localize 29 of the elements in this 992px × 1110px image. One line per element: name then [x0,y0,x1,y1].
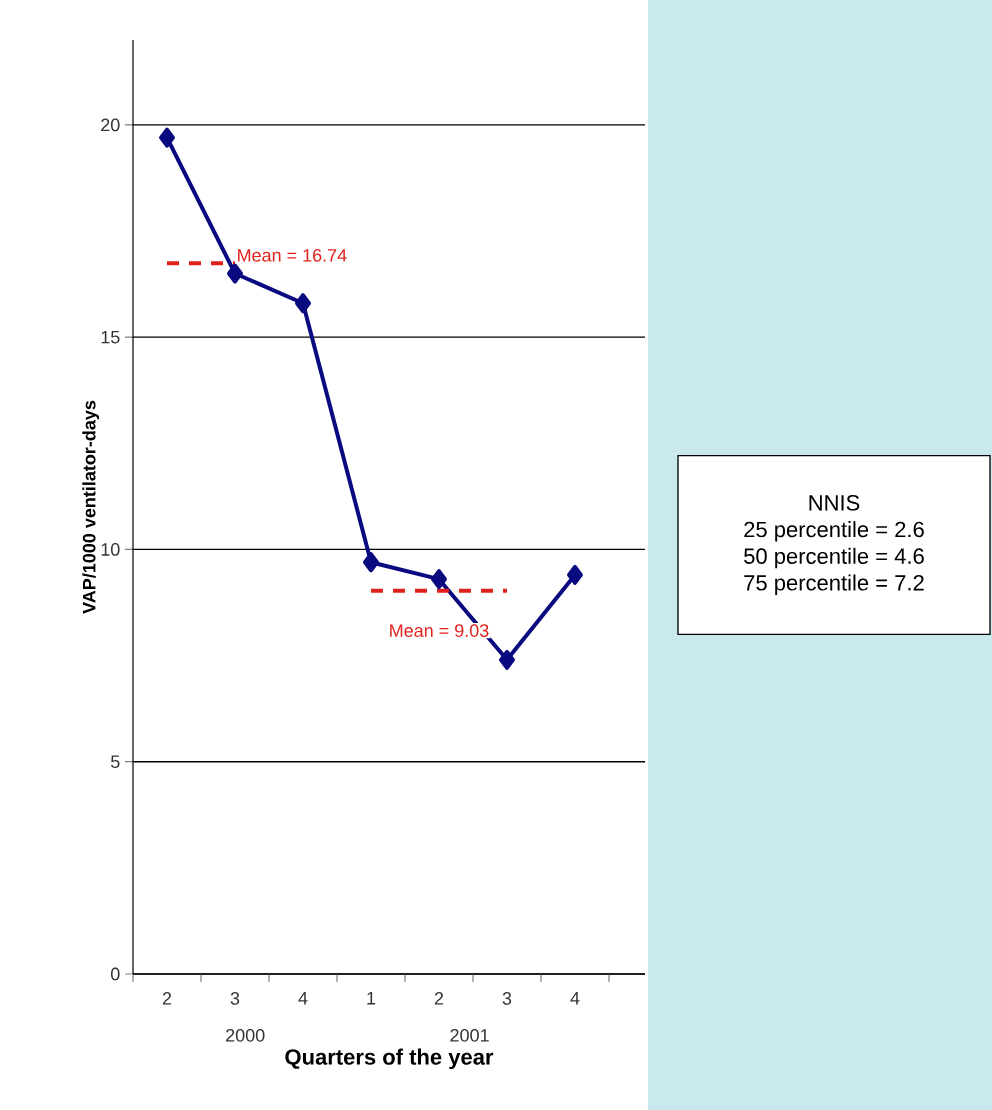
x-tick-label: 2 [162,992,172,1005]
text: 50 percentile = 4.6 [744,547,924,569]
point [226,263,243,284]
point [294,293,311,314]
series-label: Mean = 9.03 [390,624,489,637]
y-tick-label: 0 [110,967,120,981]
y-tick-label: 20 [101,118,120,132]
text: 75 percentile = 7.2 [744,574,924,595]
point [498,649,515,670]
y-axis-title: VAP/1000 ventilator-days [82,400,100,614]
point [362,552,379,573]
text: 25 percentile = 2.6 [744,521,924,542]
point [158,127,175,148]
x-tick-label: 2 [434,992,444,1005]
x-tick-label: 4 [298,992,308,1005]
point [566,564,583,585]
series-label: Mean = 16.74 [238,248,347,262]
text: 2001 [450,1028,489,1042]
y-tick-label: 15 [101,330,120,344]
x-tick-label: 3 [230,992,240,1005]
x-tick-label: 4 [570,992,580,1005]
point [430,569,447,590]
text: NNIS [809,495,860,511]
y-tick-label: 5 [110,755,120,768]
x-tick-label: 3 [502,992,512,1005]
x-tick-label: 1 [367,992,376,1005]
text: 2000 [226,1028,265,1042]
y-tick-label: 10 [101,543,120,556]
x-axis-title: Quarters of the year [285,1048,494,1070]
